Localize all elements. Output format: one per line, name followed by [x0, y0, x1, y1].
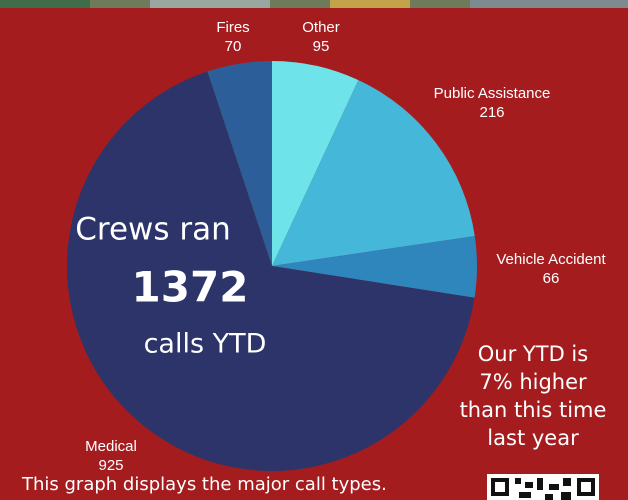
slice-label: Other — [302, 19, 340, 36]
center-text: calls YTD — [144, 329, 267, 360]
slice-value: 66 — [543, 270, 560, 287]
pie-chart — [67, 61, 477, 471]
photo-strip — [0, 0, 628, 8]
pie-slice — [272, 61, 359, 266]
pie-slice — [272, 80, 475, 267]
pie-slice — [207, 61, 272, 266]
pie-slice — [67, 71, 475, 471]
slice-value: 95 — [313, 38, 330, 55]
footer: This graph displays the major call types… — [21, 474, 387, 495]
slice-label: Fires — [216, 19, 249, 36]
slice-label: Medical — [85, 438, 137, 455]
slice-label: Vehicle Accident — [496, 251, 606, 268]
note-line: 7% higher — [479, 370, 587, 394]
qr-code — [487, 474, 599, 500]
note-line: than this time — [460, 398, 607, 422]
slice-label: Public Assistance — [434, 85, 551, 102]
total-calls: 1372 — [132, 263, 249, 312]
note-line: Our YTD is — [478, 342, 588, 366]
note-line: last year — [487, 426, 579, 450]
slice-value: 216 — [479, 104, 504, 121]
pie-slice — [272, 236, 477, 298]
center-text: Crews ran — [75, 212, 231, 248]
slice-value: 925 — [98, 457, 123, 474]
slice-value: 70 — [225, 38, 242, 55]
